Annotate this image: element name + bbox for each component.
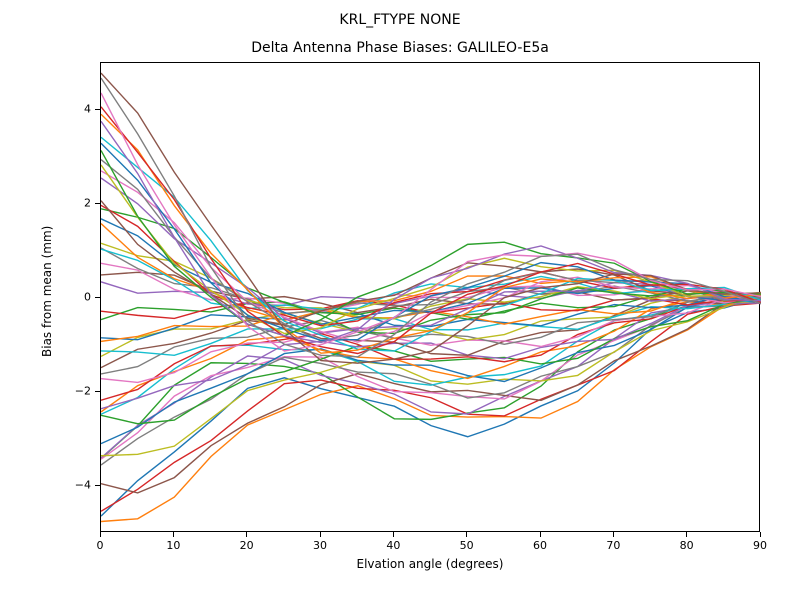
x-tick (613, 532, 614, 537)
series-line (101, 107, 761, 354)
y-tick (95, 109, 100, 110)
x-tick-label: 60 (533, 539, 547, 552)
x-tick (173, 532, 174, 537)
lines-layer (101, 63, 761, 533)
x-tick (393, 532, 394, 537)
y-tick-label: −4 (65, 479, 91, 492)
y-tick (95, 485, 100, 486)
x-tick-label: 10 (166, 539, 180, 552)
x-tick (540, 532, 541, 537)
y-tick (95, 203, 100, 204)
chart-title: Delta Antenna Phase Biases: GALILEO-E5a (0, 40, 800, 56)
x-tick (466, 532, 467, 537)
x-tick-label: 30 (313, 539, 327, 552)
figure-suptitle: KRL_FTYPE NONE (0, 12, 800, 28)
x-tick (760, 532, 761, 537)
series-line (101, 300, 761, 444)
x-tick-label: 40 (386, 539, 400, 552)
x-tick-label: 50 (460, 539, 474, 552)
x-tick-label: 0 (97, 539, 104, 552)
series-line (101, 219, 761, 325)
y-tick (95, 297, 100, 298)
x-axis-label: Elvation angle (degrees) (100, 557, 760, 571)
series-line (101, 150, 761, 335)
x-tick-label: 90 (753, 539, 767, 552)
y-axis-label: Bias from mean (mm) (40, 226, 54, 357)
y-tick-label: −2 (65, 385, 91, 398)
figure: KRL_FTYPE NONE Delta Antenna Phase Biase… (0, 0, 800, 600)
x-tick (320, 532, 321, 537)
x-tick (246, 532, 247, 537)
x-tick-label: 70 (606, 539, 620, 552)
y-tick-label: 2 (65, 197, 91, 210)
y-tick (95, 391, 100, 392)
x-tick-label: 20 (240, 539, 254, 552)
x-tick (686, 532, 687, 537)
y-tick-label: 0 (65, 291, 91, 304)
y-tick-label: 4 (65, 103, 91, 116)
x-tick (100, 532, 101, 537)
x-tick-label: 80 (680, 539, 694, 552)
plot-area (100, 62, 760, 532)
